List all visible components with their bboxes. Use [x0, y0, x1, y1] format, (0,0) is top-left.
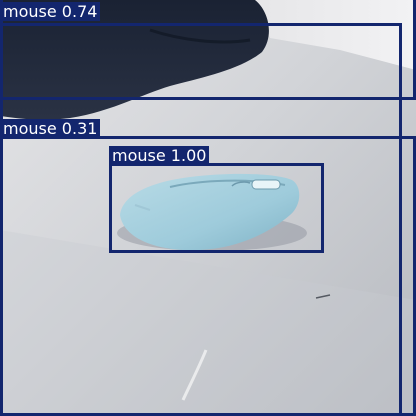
desk-shadow: [0, 230, 416, 416]
detection-box-mouse-2: mouse 0.31: [0, 119, 416, 416]
detection-score-3: 1.00: [170, 146, 207, 165]
detection-label-1: mouse 0.74: [0, 2, 101, 21]
detection-label-3: mouse 1.00: [109, 146, 210, 165]
computer-mouse: [117, 173, 307, 251]
desk-reflection: [181, 349, 208, 401]
desk-mark: [315, 294, 331, 299]
detection-score-1: 0.74: [61, 2, 98, 21]
wall-area: [250, 0, 416, 70]
dark-bag: [0, 0, 269, 120]
detection-class-1: mouse: [3, 2, 57, 21]
detection-label-2: mouse 0.31: [0, 119, 101, 138]
detection-box-overlay-top: [0, 0, 416, 100]
detection-box-mouse-3: mouse 1.00: [109, 146, 324, 253]
detection-score-2: 0.31: [61, 119, 98, 138]
detection-class-2: mouse: [3, 119, 57, 138]
detection-class-3: mouse: [112, 146, 166, 165]
